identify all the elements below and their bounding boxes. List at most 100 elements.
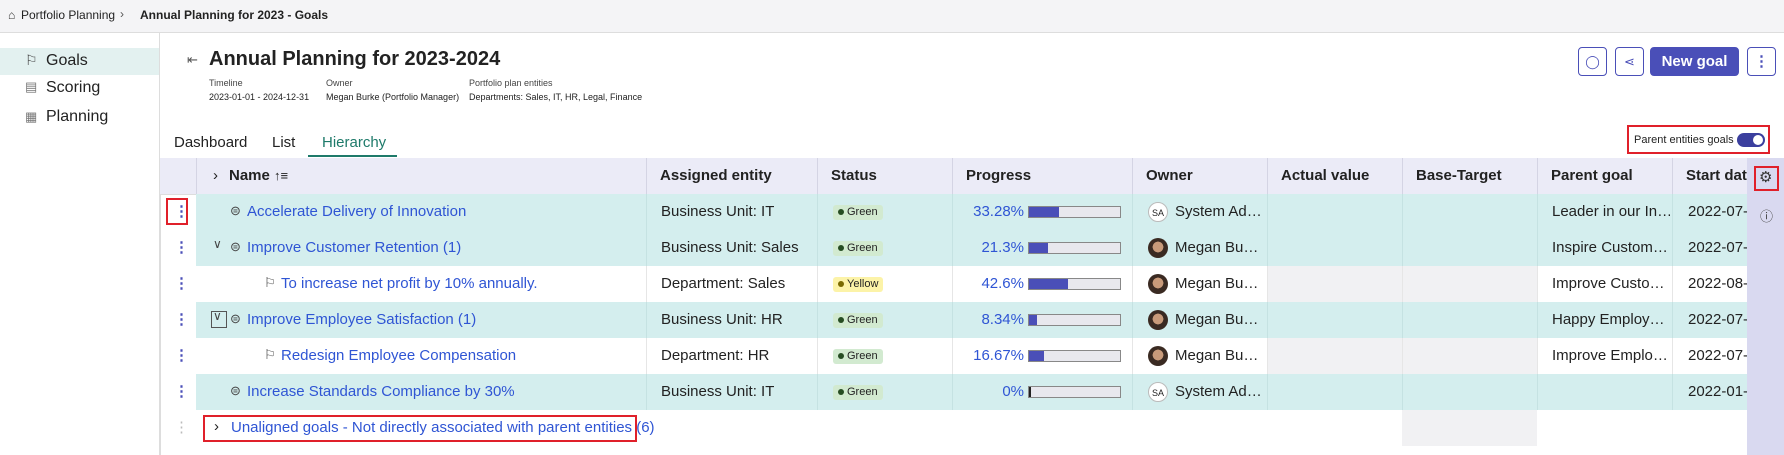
progress-bar [1029, 387, 1031, 397]
cell-divider [952, 302, 953, 338]
collapse-icon[interactable]: ⇤ [187, 52, 198, 67]
entity: Business Unit: HR [661, 311, 783, 328]
expand-all[interactable]: › [213, 167, 218, 184]
column-header: Owner [1146, 167, 1193, 184]
more-button[interactable]: ⋮ [1747, 47, 1776, 76]
row-menu[interactable]: ⋮ [174, 239, 189, 256]
meta-label: Timeline [209, 78, 243, 88]
start-date: 2022-01- [1688, 383, 1747, 400]
tab[interactable]: Dashboard [174, 134, 248, 151]
cell-divider [1402, 374, 1403, 410]
start-date: 2022-07- [1688, 239, 1747, 256]
start-date: 2022-08- [1688, 275, 1747, 292]
share-button[interactable]: ⋖ [1615, 47, 1644, 76]
cell-divider [1537, 230, 1538, 266]
row-menu[interactable]: ⋮ [174, 347, 189, 364]
goal-icon: ⊜ [230, 311, 241, 326]
column-divider [817, 158, 818, 194]
cell-divider [952, 374, 953, 410]
tab-active[interactable]: Hierarchy [322, 134, 387, 151]
status-dot [838, 353, 844, 359]
cell-divider [817, 338, 818, 374]
goal-icon: ⊜ [230, 203, 241, 218]
entity: Business Unit: IT [661, 203, 775, 220]
side-panel [1747, 158, 1784, 455]
goal-icon: ⊜ [230, 383, 241, 398]
cell-divider [1672, 302, 1673, 338]
sidebar-item[interactable]: Goals [46, 52, 88, 69]
cell-divider [817, 266, 818, 302]
parent-goal: Improve Custo… [1552, 275, 1665, 292]
settings-icon[interactable]: ⚙ [1759, 169, 1773, 186]
goal-name[interactable]: Increase Standards Compliance by 30% [247, 383, 515, 400]
progress-bar [1029, 243, 1049, 253]
sidebar-item[interactable]: Scoring [46, 79, 101, 96]
cell-divider [1402, 194, 1403, 230]
cell-divider [1672, 338, 1673, 374]
expand-chevron[interactable]: › [214, 418, 219, 435]
goal-icon: ⊜ [230, 239, 241, 254]
status-dot [838, 209, 844, 215]
status-pill: Green [833, 313, 883, 328]
progress-label: 8.34% [981, 311, 1024, 328]
status-text: Green [847, 314, 878, 326]
column-header: Assigned entity [660, 167, 772, 184]
cell-divider [1402, 230, 1403, 266]
progress-track [1028, 242, 1121, 254]
toggle[interactable] [1737, 133, 1765, 147]
toggle-label: Parent entities goals [1634, 134, 1734, 146]
parent-goal: Improve Emplo… [1552, 347, 1668, 364]
home-icon: ⌂ [8, 8, 16, 22]
parent-goal: Leader in our In… [1552, 203, 1670, 220]
goal-name[interactable]: To increase net profit by 10% annually. [281, 275, 538, 292]
status-pill: Green [833, 241, 883, 256]
cell-divider [1267, 338, 1268, 374]
cell-divider [1267, 266, 1268, 302]
row-menu[interactable]: ⋮ [174, 311, 189, 328]
sidebar-icon: ▦ [25, 109, 38, 124]
table [160, 158, 1748, 455]
cell-divider [1132, 374, 1133, 410]
page-title: Annual Planning for 2023-2024 [209, 48, 501, 70]
highlight-box [203, 415, 637, 442]
goal-name[interactable]: Redesign Employee Compensation [281, 347, 517, 364]
meta-value: Departments: Sales, IT, HR, Legal, Finan… [469, 92, 643, 102]
progress-label: 21.3% [981, 239, 1024, 256]
owner: Megan Bu… [1175, 311, 1259, 328]
progress-label: 16.67% [973, 347, 1024, 364]
breadcrumb-link[interactable]: Portfolio Planning [21, 8, 116, 22]
row-menu[interactable]: ⋮ [174, 383, 189, 400]
highlight-box [166, 198, 188, 225]
goal-name[interactable]: Accelerate Delivery of Innovation [247, 203, 467, 220]
meta-label: Portfolio plan entities [469, 78, 553, 88]
help-icon[interactable]: ⓘ [1760, 209, 1774, 224]
goal-name[interactable]: Improve Customer Retention (1) [247, 239, 462, 256]
tab[interactable]: List [272, 134, 296, 151]
sort-icon[interactable]: ↑≡ [274, 168, 289, 183]
column-header: Actual value [1281, 167, 1370, 184]
highlight-box [1627, 125, 1770, 154]
row-menu[interactable]: ⋮ [174, 275, 189, 292]
comment-button[interactable]: ◯ [1578, 47, 1607, 76]
breadcrumb-sep: › [120, 7, 124, 21]
sidebar-item[interactable]: Planning [46, 108, 109, 125]
column-header: Base-Target [1416, 167, 1502, 184]
start-date: 2022-07- [1688, 203, 1747, 220]
row-menu[interactable]: ⋮ [174, 203, 189, 220]
cell-divider [1402, 266, 1403, 302]
cell-divider [1672, 266, 1673, 302]
cell-divider [817, 374, 818, 410]
cell-divider [1132, 338, 1133, 374]
avatar-photo [1148, 238, 1168, 258]
column-header: Progress [966, 167, 1032, 184]
status-text: Green [847, 206, 878, 218]
cell-divider [1267, 302, 1268, 338]
new-goal-button[interactable]: New goal [1650, 47, 1739, 76]
collapse-chevron[interactable]: ∨ [213, 309, 222, 323]
goal-name[interactable]: Improve Employee Satisfaction (1) [247, 311, 477, 328]
column-divider [1672, 158, 1673, 194]
status-dot [838, 245, 844, 251]
collapse-chevron[interactable]: ∨ [213, 237, 222, 251]
row-menu: ⋮ [174, 419, 189, 436]
unaligned-goals[interactable]: Unaligned goals - Not directly associate… [231, 419, 655, 436]
